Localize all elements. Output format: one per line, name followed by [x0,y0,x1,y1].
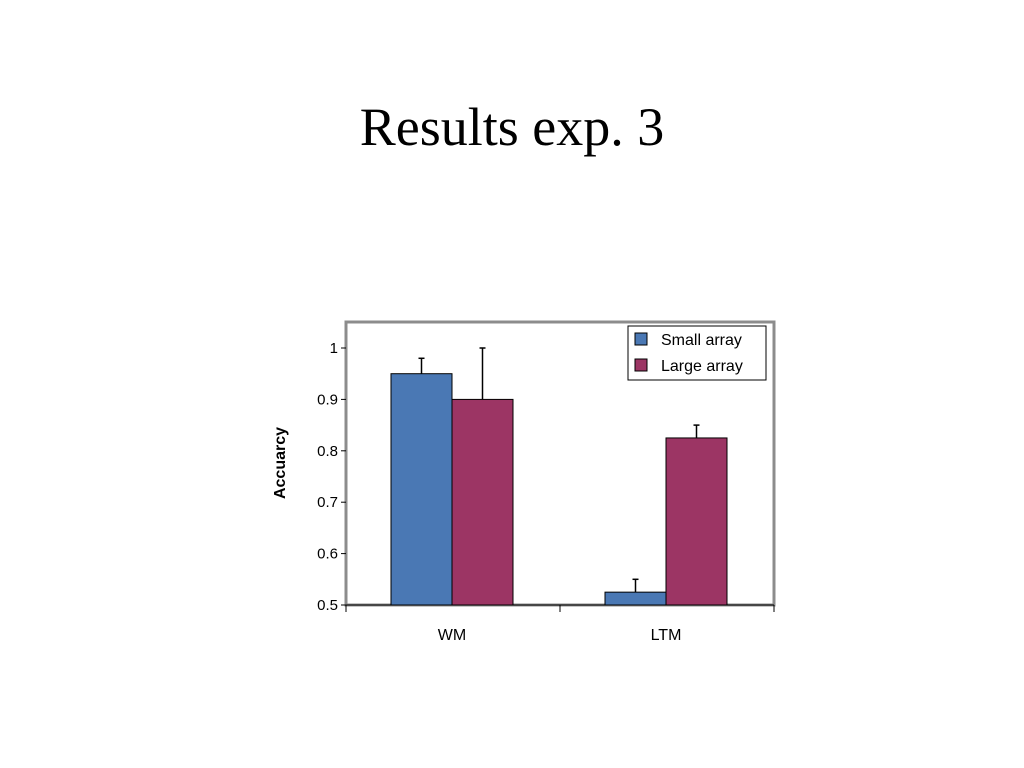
y-tick-label: 0.7 [317,494,338,511]
legend-label: Small array [661,332,742,349]
legend-swatch [634,358,648,372]
x-tick-label: LTM [651,627,682,644]
y-axis-label: Accuarcy [272,427,289,499]
bar-large-array-ltm [665,437,728,606]
slide-title: Results exp. 3 [359,97,665,157]
legend-swatch [634,332,648,346]
y-tick-label: 0.5 [317,597,338,614]
bar-large-array-wm [451,398,514,606]
x-tick-label: WM [438,627,466,644]
y-tick-label: 0.6 [317,546,338,563]
legend [627,325,767,381]
bar-small-array-ltm [604,591,667,606]
legend-label: Large array [661,358,743,375]
bar-small-array-wm [390,373,453,606]
y-tick-label: 0.8 [317,443,338,460]
y-tick-label: 0.9 [317,391,338,408]
y-tick-label: 1 [330,340,338,357]
